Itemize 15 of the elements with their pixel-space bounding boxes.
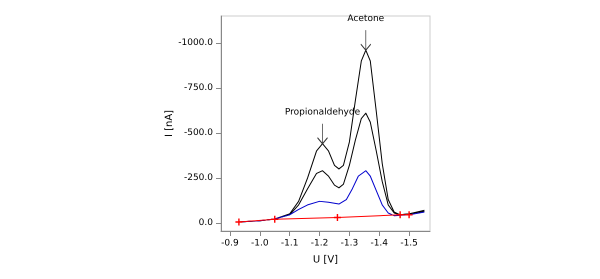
y-tick-label: -500.0 xyxy=(184,128,214,138)
x-tick-label: -1.5 xyxy=(400,238,418,248)
y-axis-title: I [nA] xyxy=(164,110,175,138)
y-tick-label: -250.0 xyxy=(184,172,214,183)
y-tick-label: -1000.0 xyxy=(178,38,214,48)
x-tick-label: -1.0 xyxy=(251,238,269,248)
x-tick-label: -1.1 xyxy=(280,238,298,248)
y-tick-label: 0.0 xyxy=(198,218,214,228)
x-axis-title: U [V] xyxy=(312,254,338,266)
x-tick-label: -1.3 xyxy=(340,238,358,248)
y-tick-label: -750.0 xyxy=(184,82,214,93)
annotation: Acetone xyxy=(347,14,385,24)
x-tick-label: -1.2 xyxy=(310,238,328,248)
x-tick-label: -1.4 xyxy=(370,238,388,248)
x-tick-label: -0.9 xyxy=(221,238,240,248)
